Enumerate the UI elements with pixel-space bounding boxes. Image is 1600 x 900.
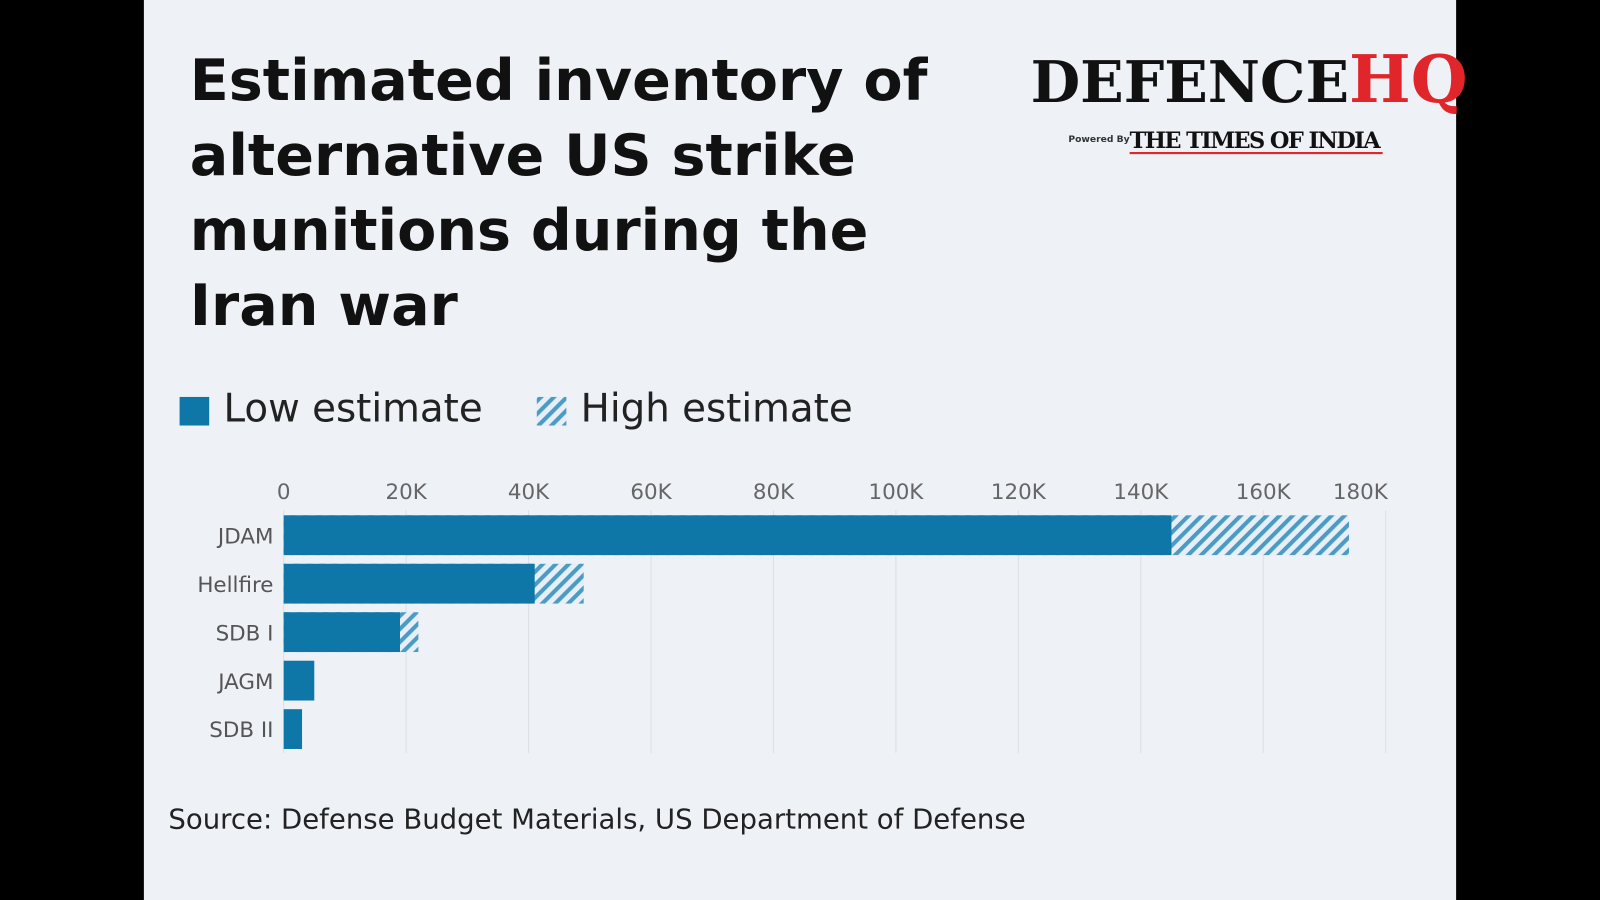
x-tick-label: 140K: [1113, 480, 1169, 505]
x-tick-label: 120K: [991, 480, 1047, 505]
x-tick-label: 160K: [1236, 480, 1292, 505]
logo-powered: Powered By: [1068, 134, 1129, 145]
y-tick-label: SDB I: [216, 621, 274, 646]
logo-accent: HQ: [1349, 42, 1468, 118]
bar: [283, 515, 1172, 556]
legend-swatch: [536, 396, 567, 426]
legend-label: High estimate: [581, 386, 853, 431]
chart-title: Estimated inventory of alternative US str…: [190, 48, 929, 339]
y-tick-label: JDAM: [216, 524, 274, 549]
x-tick-label: 0: [277, 480, 291, 505]
logo-brand: THE TIMES OF INDIA: [1130, 128, 1382, 154]
bar: [283, 563, 535, 604]
source: Source: Defense Budget Materials, US Dep…: [168, 804, 1025, 836]
y-tick-label: SDB II: [209, 718, 273, 743]
bar: [283, 660, 315, 701]
legend-swatch: [179, 396, 210, 426]
x-tick-label: 60K: [630, 480, 672, 505]
x-tick-label: 180K: [1333, 480, 1389, 505]
bar: [283, 709, 303, 749]
x-tick-label: 20K: [385, 480, 427, 505]
logo: DEFENCEHQ: [1031, 42, 1468, 118]
x-tick-label: 100K: [868, 480, 924, 505]
y-tick-label: Hellfire: [197, 573, 273, 598]
panel: [143, 0, 1457, 900]
logo-main: DEFENCE: [1031, 49, 1349, 116]
legend-label: Low estimate: [223, 386, 482, 431]
x-tick-label: 40K: [508, 480, 550, 505]
y-tick-label: JAGM: [216, 670, 273, 695]
x-tick-label: 80K: [753, 480, 795, 505]
bar: [283, 612, 400, 653]
